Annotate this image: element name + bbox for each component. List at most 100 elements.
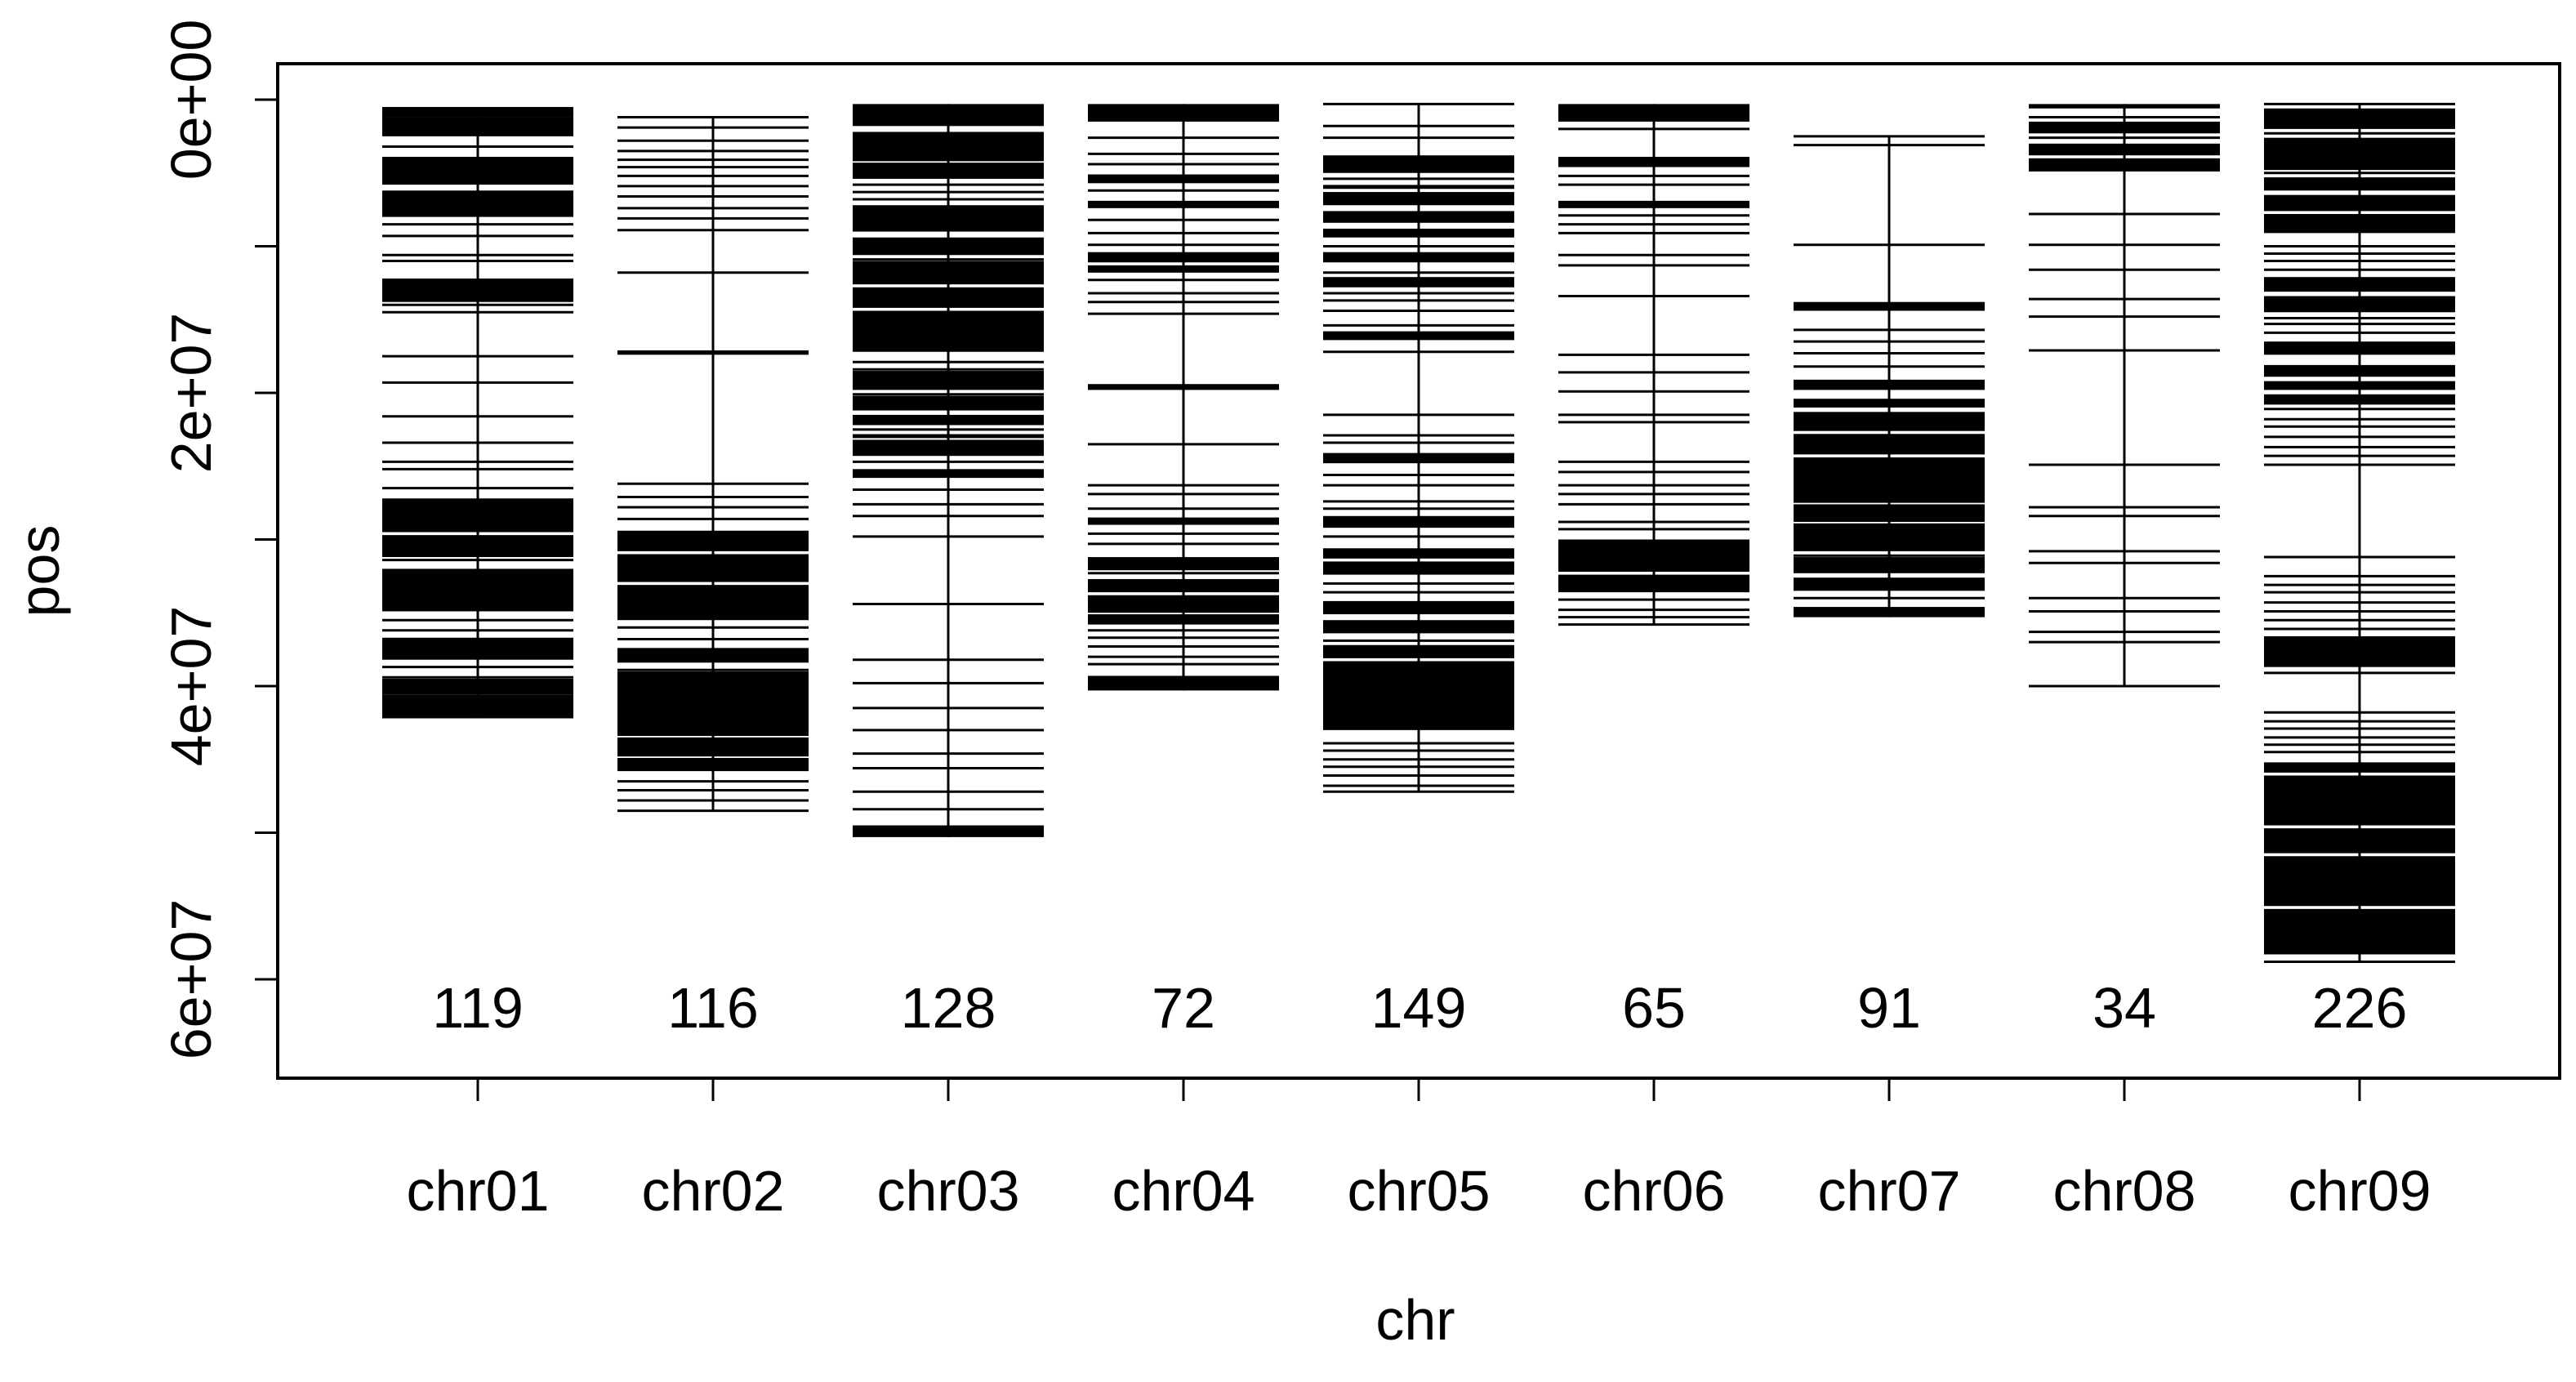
marker-band — [2264, 635, 2455, 667]
marker-count-label: 72 — [1152, 976, 1215, 1040]
marker-band — [853, 469, 1044, 479]
marker-band — [382, 278, 573, 302]
marker-band — [1323, 252, 1514, 263]
marker-band — [617, 737, 809, 757]
marker-band — [2264, 177, 2455, 191]
chromosome-strip-chr07 — [1794, 135, 1985, 617]
marker-band — [1558, 104, 1749, 122]
marker-band — [1794, 379, 1985, 390]
x-tick-label: chr09 — [2288, 1159, 2431, 1223]
y-tick-label: 4e+07 — [159, 606, 223, 767]
chromosome-strip-chr05 — [1323, 102, 1514, 793]
marker-count-label: 34 — [2092, 976, 2156, 1040]
marker-band — [1323, 620, 1514, 634]
marker-band — [2264, 762, 2455, 773]
marker-band — [1794, 399, 1985, 408]
chromosome-strip-chr01 — [382, 106, 573, 719]
marker-band — [382, 535, 573, 558]
marker-band — [853, 414, 1044, 426]
marker-band — [1323, 644, 1514, 658]
marker-band — [1088, 614, 1279, 625]
marker-band — [1088, 557, 1279, 571]
marker-count-label: 149 — [1371, 976, 1467, 1040]
marker-band — [1323, 331, 1514, 341]
marker-band — [382, 106, 573, 118]
marker-band — [1794, 607, 1985, 617]
marker-band — [1558, 574, 1749, 593]
chromosome-strip-chr06 — [1558, 104, 1749, 626]
marker-count-label: 116 — [667, 976, 759, 1040]
marker-band — [617, 350, 809, 355]
marker-band — [853, 132, 1044, 162]
y-tick-label: 2e+07 — [159, 313, 223, 474]
marker-band — [1794, 301, 1985, 311]
x-tick-label: chr07 — [1817, 1159, 1960, 1223]
marker-count-label: 119 — [432, 976, 524, 1040]
marker-band — [1558, 157, 1749, 167]
marker-band — [2264, 394, 2455, 405]
chromosome-strip-chr03 — [853, 104, 1044, 837]
marker-count-labels: 119 116 128 72 149 65 91 34 226 — [432, 976, 2407, 1040]
chromosome-strip-chr08 — [2029, 104, 2220, 688]
marker-band — [1794, 412, 1985, 431]
y-tick-label: 0e+00 — [159, 20, 223, 181]
marker-band — [1794, 557, 1985, 573]
marker-band — [1088, 595, 1279, 613]
marker-count-label: 91 — [1857, 976, 1921, 1040]
marker-band — [2264, 277, 2455, 292]
marker-band — [2264, 137, 2455, 171]
marker-band — [617, 671, 809, 737]
marker-band — [1794, 457, 1985, 503]
chromosome-strip-chr02 — [617, 116, 809, 813]
marker-band — [1088, 252, 1279, 263]
marker-band — [1323, 228, 1514, 238]
marker-band — [1088, 174, 1279, 184]
marker-band — [617, 530, 809, 551]
marker-band — [2264, 828, 2455, 854]
marker-band — [1558, 539, 1749, 572]
marker-band — [1323, 600, 1514, 615]
marker-band — [382, 694, 573, 719]
x-tick-label: chr06 — [1582, 1159, 1725, 1223]
x-tick-label: chr04 — [1112, 1159, 1255, 1223]
marker-band — [1323, 661, 1514, 730]
marker-layer — [382, 102, 2455, 963]
marker-band — [1088, 578, 1279, 593]
marker-count-label: 128 — [901, 976, 996, 1040]
chromosome-strip-chr04 — [1088, 104, 1279, 691]
marker-band — [1794, 577, 1985, 591]
marker-band — [853, 310, 1044, 352]
marker-band — [1323, 277, 1514, 288]
marker-band — [2264, 775, 2455, 826]
marker-band — [2264, 296, 2455, 313]
marker-band — [2029, 143, 2220, 156]
x-axis-title: chr — [1375, 1288, 1455, 1352]
marker-band — [1088, 104, 1279, 122]
marker-band — [2264, 341, 2455, 355]
marker-band — [853, 371, 1044, 390]
marker-band — [1558, 200, 1749, 208]
marker-band — [2264, 364, 2455, 377]
marker-band — [1088, 200, 1279, 208]
marker-band — [1794, 523, 1985, 551]
marker-band — [2264, 214, 2455, 234]
marker-band — [617, 648, 809, 663]
marker-band — [1794, 434, 1985, 455]
marker-band — [1323, 192, 1514, 206]
marker-band — [617, 757, 809, 772]
marker-band — [1088, 517, 1279, 525]
marker-band — [1323, 515, 1514, 528]
marker-band — [2264, 381, 2455, 390]
marker-band — [2264, 908, 2455, 955]
marker-band — [382, 498, 573, 533]
x-tick-label: chr03 — [876, 1159, 1019, 1223]
marker-band — [1794, 504, 1985, 522]
x-tick-label: chr02 — [641, 1159, 784, 1223]
marker-band — [1088, 384, 1279, 390]
marker-band — [1323, 561, 1514, 575]
marker-band — [2264, 108, 2455, 129]
marker-band — [2029, 104, 2220, 109]
marker-count-label: 65 — [1622, 976, 1686, 1040]
